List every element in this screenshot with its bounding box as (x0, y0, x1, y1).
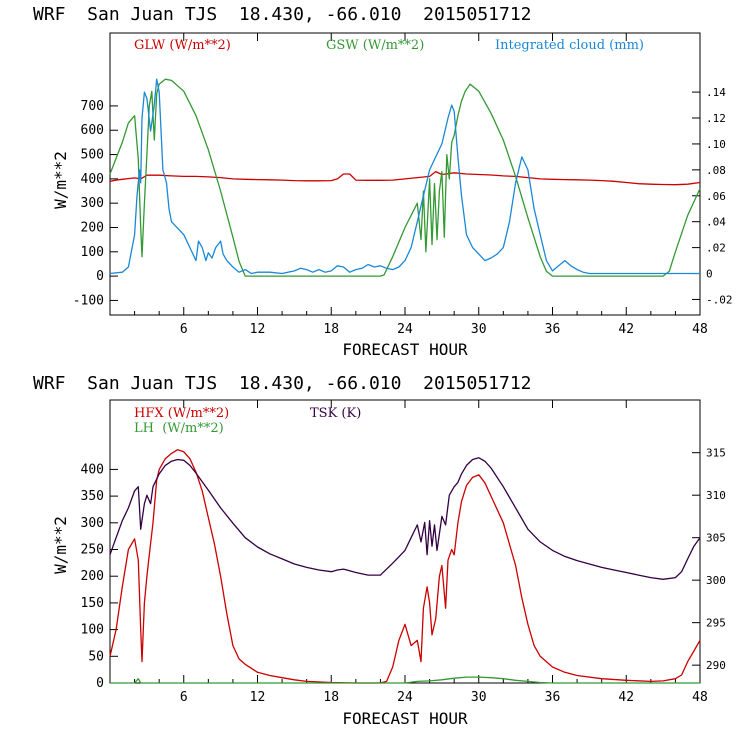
x-tick-label: 30 (471, 322, 487, 337)
chart-2-plot: 6 12 18 24 30 36 42 48 0 50 100 150 200 250 300 350 400… (51, 399, 726, 728)
y2-tick-label: -.02 (706, 293, 733, 306)
y2-tick-label: .02 (706, 242, 726, 255)
x-tick-label: 24 (397, 322, 413, 337)
chart-1-y-label: W/m**2 (51, 151, 70, 209)
y-tick-label: 300 (81, 516, 104, 531)
chart-1-x-ticks: 6 12 18 24 30 36 42 48 (134, 33, 708, 337)
y-tick-label: 350 (81, 489, 104, 504)
chart-2-y2-ticks: 290 295 300 305 310 315 (692, 447, 726, 672)
chart-1-x-label: FORECAST HOUR (342, 340, 468, 359)
y2-tick-label: 295 (706, 617, 726, 630)
y-tick-label: 600 (81, 123, 104, 138)
y-tick-label: 0 (96, 676, 104, 691)
chart-1-plot: 6 12 18 24 30 36 42 48 -100 0 100 200 300 400 500 600 7… (51, 32, 733, 359)
y-tick-label: 700 (81, 99, 104, 114)
y-tick-label: 200 (81, 569, 104, 584)
y2-tick-label: .12 (706, 112, 726, 125)
x-tick-label: 6 (180, 690, 188, 705)
chart-1-title: WRF San Juan TJS 18.430, -66.010 2015051… (33, 4, 532, 25)
chart-1-y-ticks: -100 0 100 200 300 400 500 600 700 (73, 99, 118, 308)
chart-2-x-ticks: 6 12 18 24 30 36 42 48 (134, 400, 708, 705)
chart-1-y2-ticks: -.02 0 .02 .04 .06 .08 .10 .12 .14 (692, 86, 733, 306)
y2-tick-label: .10 (706, 138, 726, 151)
x-tick-label: 36 (545, 690, 561, 705)
x-tick-label: 6 (180, 322, 188, 337)
chart-2-y-ticks: 0 50 100 150 200 250 300 350 400 (81, 462, 118, 691)
y2-tick-label: .04 (706, 216, 726, 229)
x-tick-label: 12 (250, 322, 266, 337)
x-tick-label: 36 (545, 322, 561, 337)
x-tick-label: 24 (397, 690, 413, 705)
y-tick-label: 500 (81, 148, 104, 163)
x-tick-label: 30 (471, 690, 487, 705)
y2-tick-label: 315 (706, 447, 726, 460)
chart-2-legend-hfx: HFX (W/m**2) (134, 406, 229, 421)
y2-tick-label: 300 (706, 574, 726, 587)
x-tick-label: 18 (323, 690, 339, 705)
y2-tick-label: .08 (706, 164, 726, 177)
y-tick-label: 150 (81, 596, 104, 611)
series-line-gsw (109, 78, 701, 277)
y2-tick-label: .06 (706, 190, 726, 203)
chart-1-legend-gsw: GSW (W/m**2) (326, 38, 424, 53)
y-tick-label: 250 (81, 543, 104, 558)
x-tick-label: 42 (618, 322, 634, 337)
y-tick-label: 200 (81, 220, 104, 235)
chart-2-legend-tsk: TSK (K) (310, 406, 361, 421)
y-tick-label: 400 (81, 462, 104, 477)
y2-tick-label: 0 (706, 268, 713, 281)
y-tick-label: 50 (88, 649, 104, 664)
y2-tick-label: 310 (706, 489, 726, 502)
y2-tick-label: 290 (706, 659, 726, 672)
chart-1-frame (109, 32, 701, 316)
y2-tick-label: .14 (706, 86, 726, 99)
chart-2-x-label: FORECAST HOUR (342, 709, 468, 728)
x-tick-label: 48 (692, 322, 708, 337)
chart-1-series (109, 78, 701, 277)
x-tick-label: 42 (618, 690, 634, 705)
chart-2-series (109, 449, 701, 684)
series-line-glw (109, 170, 701, 186)
series-line-tsk (109, 457, 701, 580)
chart-2-title: WRF San Juan TJS 18.430, -66.010 2015051… (33, 373, 532, 394)
chart-1-legend-glw: GLW (W/m**2) (134, 38, 231, 53)
series-line-lh (110, 676, 700, 684)
chart-1-legend-cloud: Integrated cloud (mm) (495, 38, 644, 53)
y-tick-label: -100 (73, 293, 104, 308)
series-line-hfx (109, 449, 701, 684)
chart-2-frame (109, 399, 701, 684)
series-line-cloud (109, 78, 700, 275)
y-tick-label: 300 (81, 196, 104, 211)
y2-tick-label: 305 (706, 532, 726, 545)
chart-2-legend-lh: LH (W/m**2) (134, 421, 224, 436)
y-tick-label: 0 (96, 269, 104, 284)
x-tick-label: 12 (250, 690, 266, 705)
y-tick-label: 100 (81, 623, 104, 638)
y-tick-label: 100 (81, 245, 104, 260)
x-tick-label: 18 (323, 322, 339, 337)
x-tick-label: 48 (692, 690, 708, 705)
y-tick-label: 400 (81, 172, 104, 187)
chart-2-y-label: W/m**2 (51, 516, 70, 574)
